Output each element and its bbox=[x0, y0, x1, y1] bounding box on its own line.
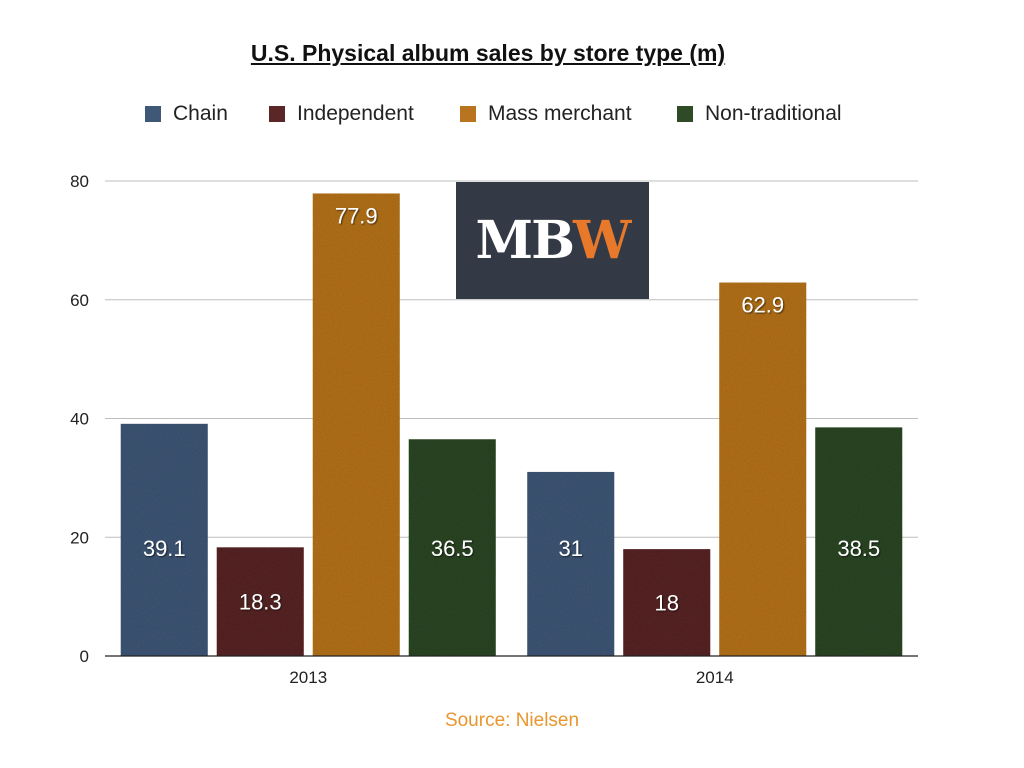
bar bbox=[312, 193, 400, 656]
data-label: 62.9 bbox=[741, 293, 784, 318]
legend-label-non-traditional: Non-traditional bbox=[705, 102, 842, 125]
y-tick-label: 0 bbox=[80, 647, 89, 666]
legend-label-mass-merchant: Mass merchant bbox=[488, 102, 632, 125]
bar bbox=[216, 547, 304, 656]
source-note: Source: Nielsen bbox=[444, 710, 580, 731]
legend-label-chain: Chain bbox=[173, 102, 228, 125]
legend-swatch-mass-merchant bbox=[460, 106, 476, 122]
axes: 0 20 40 60 80 2013 2014 bbox=[70, 172, 918, 687]
x-tick-label: 2014 bbox=[696, 668, 734, 687]
legend-swatch-non-traditional bbox=[677, 106, 693, 122]
legend-item-chain: Chain bbox=[145, 100, 228, 128]
y-tick-label: 80 bbox=[70, 172, 89, 191]
data-label: 18 bbox=[655, 591, 679, 616]
bars bbox=[120, 193, 903, 656]
legend-item-independent: Independent bbox=[269, 100, 414, 128]
logo-part-2: W bbox=[573, 210, 631, 271]
y-tick-label: 40 bbox=[70, 410, 89, 429]
logo-part-1: MB bbox=[475, 210, 576, 271]
legend-label-independent: Independent bbox=[297, 102, 414, 125]
data-label: 38.5 bbox=[837, 536, 880, 561]
y-tick-label: 20 bbox=[70, 528, 89, 547]
logo-text: MBW bbox=[475, 210, 632, 271]
bar bbox=[527, 471, 615, 656]
bar bbox=[623, 549, 711, 656]
legend-item-mass-merchant: Mass merchant bbox=[460, 100, 632, 128]
legend-swatch-chain bbox=[145, 106, 161, 122]
data-label: 31 bbox=[559, 536, 583, 561]
data-label: 36.5 bbox=[431, 536, 474, 561]
data-labels: 39.1 18.3 77.9 36.5 31 18 62.9 38.5 bbox=[143, 203, 880, 615]
mbw-logo: MBW bbox=[456, 182, 649, 299]
data-label: 77.9 bbox=[335, 203, 378, 228]
bar bbox=[120, 423, 208, 656]
x-tick-label: 2013 bbox=[289, 668, 327, 687]
chart-title: U.S. Physical album sales by store type … bbox=[250, 40, 726, 66]
y-tick-label: 60 bbox=[70, 291, 89, 310]
legend: Chain Independent Mass merchant Non-trad… bbox=[0, 100, 1024, 128]
bar bbox=[408, 439, 496, 656]
legend-item-non-traditional: Non-traditional bbox=[677, 100, 842, 128]
bar bbox=[815, 427, 903, 656]
data-label: 39.1 bbox=[143, 536, 186, 561]
legend-swatch-independent bbox=[269, 106, 285, 122]
data-label: 18.3 bbox=[239, 590, 282, 615]
bar bbox=[719, 282, 807, 656]
